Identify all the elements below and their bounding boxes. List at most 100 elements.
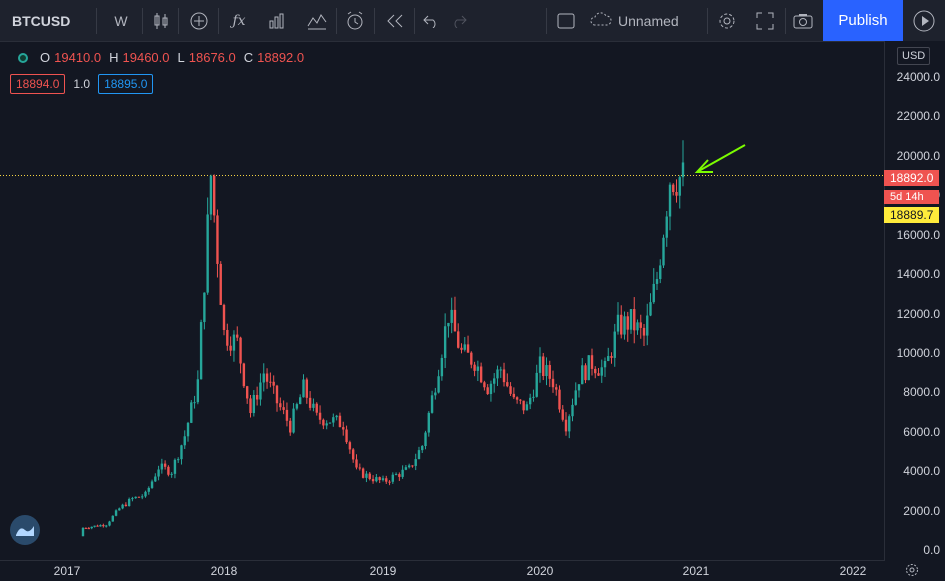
candle-body — [678, 177, 681, 196]
candle-body — [108, 521, 111, 526]
candle-body — [499, 369, 502, 371]
candle-body — [196, 379, 200, 403]
candle-body — [102, 525, 105, 527]
indicators-icon[interactable]: ƒx — [232, 12, 246, 29]
candle-body — [199, 322, 203, 380]
candle-body — [131, 498, 134, 500]
candle-body — [519, 399, 522, 401]
candle-body — [361, 468, 365, 478]
candle-body — [584, 365, 587, 381]
interval-button[interactable]: W — [114, 12, 128, 29]
candle-body — [157, 469, 160, 477]
candle-body — [282, 407, 285, 410]
quantity-value[interactable]: 1.0 — [73, 77, 91, 91]
time-tick-label: 2018 — [210, 564, 238, 578]
candle-body — [124, 504, 128, 507]
layout-name-label: Unnamed — [618, 12, 679, 29]
fullscreen-layout-icon[interactable] — [552, 0, 580, 41]
candle-body — [607, 356, 610, 361]
layout-name-button[interactable]: Unnamed — [590, 0, 690, 41]
annotation-arrow-icon — [694, 144, 746, 173]
candle-body — [375, 477, 378, 482]
candle-body — [279, 403, 282, 408]
price-axis[interactable]: 24000.022000.020000.018000.016000.014000… — [884, 41, 945, 561]
visibility-dot-icon[interactable] — [18, 52, 28, 63]
candles-icon[interactable] — [146, 0, 176, 41]
bar-chart-icon[interactable] — [262, 0, 292, 41]
candle-body — [219, 263, 222, 305]
candle-body — [114, 510, 118, 516]
candle-body — [483, 382, 486, 388]
candle-body — [338, 415, 342, 428]
candle-body — [190, 402, 193, 423]
compare-icon[interactable] — [184, 0, 214, 41]
candle-body — [479, 366, 483, 383]
candle-body — [245, 386, 249, 399]
financials-icon[interactable] — [302, 0, 332, 41]
candle-body — [81, 527, 85, 537]
buy-button[interactable]: 18895.0 — [98, 74, 154, 94]
candle-body — [186, 422, 190, 437]
symbol-search-button[interactable]: BTCUSD — [12, 12, 71, 29]
candle-body — [522, 400, 525, 411]
candle-body — [391, 474, 395, 482]
candle-body — [295, 404, 299, 409]
redo-icon[interactable] — [446, 0, 472, 41]
candle-body — [571, 404, 574, 417]
candle-body — [525, 404, 529, 411]
candle-body — [581, 365, 584, 385]
candle-body — [457, 331, 460, 348]
replay-icon[interactable] — [380, 0, 410, 41]
top-toolbar: BTCUSD W ƒx Unnamed — [0, 0, 945, 42]
candle-body — [652, 283, 655, 303]
publish-button[interactable]: Publish — [823, 0, 903, 41]
sell-button[interactable]: 18894.0 — [10, 74, 66, 94]
candle-body — [325, 423, 328, 426]
candle-body — [134, 496, 137, 499]
close-value: 18892.0 — [257, 50, 305, 65]
price-chart[interactable] — [0, 41, 884, 560]
settings-gear-icon[interactable] — [712, 0, 742, 41]
candle-body — [180, 445, 183, 460]
candle-body — [623, 316, 626, 335]
candle-body — [84, 527, 88, 529]
candle-body — [551, 378, 555, 388]
candle-body — [385, 478, 388, 482]
price-tick-label: 10000.0 — [896, 345, 940, 360]
candle-body — [121, 504, 124, 509]
price-tick-label: 20000.0 — [896, 148, 940, 163]
toolbar-divider — [785, 8, 786, 34]
candle-body — [470, 352, 473, 365]
candle-body — [574, 390, 577, 405]
candle-body — [209, 175, 213, 215]
candle-body — [430, 395, 434, 413]
time-tick-label: 2019 — [369, 564, 397, 578]
candle-body — [610, 356, 613, 358]
fullscreen-icon[interactable] — [750, 0, 780, 41]
alert-icon[interactable] — [340, 0, 370, 41]
price-tick-label: 6000.0 — [903, 424, 940, 439]
play-icon[interactable] — [903, 0, 945, 41]
candle-body — [476, 366, 480, 371]
candle-body — [358, 467, 362, 469]
camera-icon[interactable] — [788, 0, 818, 41]
candle-body — [564, 419, 568, 432]
candle-body — [532, 396, 535, 398]
toolbar-divider — [414, 8, 415, 34]
candle-body — [118, 508, 121, 511]
candle-body — [147, 487, 150, 492]
candle-body — [236, 334, 239, 338]
candle-body — [332, 417, 335, 423]
axis-settings-gear-icon[interactable] — [902, 560, 922, 580]
candle-body — [450, 309, 453, 323]
candle-body — [555, 387, 558, 390]
time-axis[interactable]: 2017 2018 2019 2020 2021 2022 — [0, 560, 884, 581]
undo-icon[interactable] — [418, 0, 444, 41]
candle-body — [545, 365, 548, 377]
high-value: 19460.0 — [122, 50, 170, 65]
currency-label[interactable]: USD — [897, 47, 931, 65]
candle-body — [493, 378, 496, 384]
candle-body — [289, 420, 292, 433]
tradingview-logo[interactable] — [10, 515, 40, 545]
candle-body — [463, 344, 466, 350]
